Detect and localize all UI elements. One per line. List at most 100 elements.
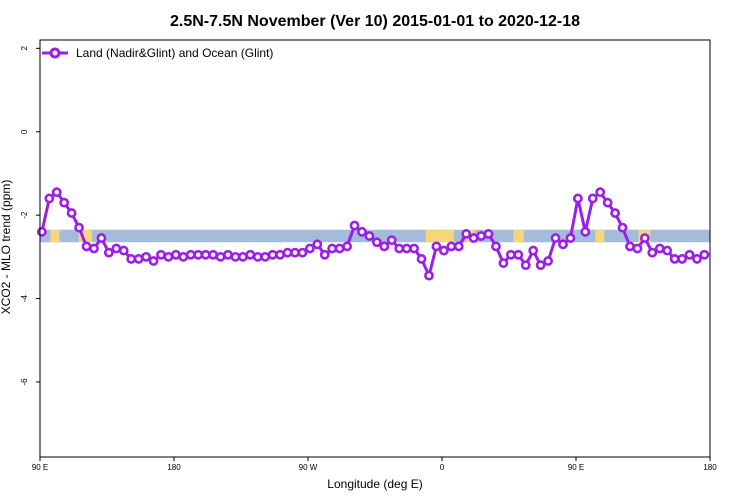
data-point [684,249,695,260]
y-axis-label: XCO2 - MLO trend (ppm) [0,180,13,315]
data-point [409,243,419,254]
data-point [215,251,226,262]
data-point [550,233,561,243]
plot-frame [39,39,711,458]
data-point [580,226,591,237]
y-tick-label: 2 [20,46,29,51]
data-point [66,208,77,218]
data-point [282,247,293,258]
data-point [572,193,583,204]
data-point [424,270,434,281]
data-point [364,231,375,241]
data-point [133,254,144,264]
data-point [625,241,635,252]
data-point [468,233,479,243]
land-segment [425,229,454,243]
data-point [141,251,151,262]
data-point [260,251,271,262]
data-point [51,187,62,198]
data-point [357,226,367,237]
data-point [267,249,278,260]
chart-title: 2.5N-7.5N November (Ver 10) 2015-01-01 t… [170,13,580,30]
data-point [156,249,166,260]
data-point [699,249,710,260]
data-point [602,197,613,208]
data-point [461,229,472,239]
data-point [587,193,598,204]
data-point [81,241,92,252]
data-point [394,243,405,254]
land-segment [595,229,605,243]
data-point [126,254,137,264]
data-point [89,243,99,254]
data-point [535,260,546,271]
data-point [386,235,397,246]
data-point [692,254,702,264]
data-point [632,243,643,254]
data-point [237,251,248,262]
data-point [200,249,211,260]
data-point [543,256,553,266]
data-point [617,222,628,233]
data-point [677,254,687,264]
data-point [520,260,531,271]
data-point [290,247,300,258]
data-point [371,237,382,248]
x-tick-label: 180 [167,463,181,472]
data-point [647,247,658,258]
data-point [334,243,345,254]
axis-ticks: 90 E 180 90 W 0 90 E 180 2 0 -2 -4 -6 [20,46,717,472]
data-point [528,245,539,256]
data-point [438,245,449,256]
data-point [446,241,457,252]
data-point [59,197,70,208]
data-point [185,249,196,260]
data-point [319,249,330,260]
data-point [498,258,509,268]
data-point [245,249,256,260]
series-layer [36,187,710,281]
data-point [513,249,524,260]
data-point [483,229,494,239]
x-tick-label: 90 E [32,463,48,472]
data-point [252,251,263,262]
x-tick-label: 0 [440,463,445,472]
data-point [36,226,47,237]
data-point [431,241,442,252]
x-axis-label: Longitude (deg E) [327,477,422,491]
data-point [230,251,241,262]
data-point [74,222,84,233]
y-tick-label: 0 [20,129,29,134]
data-point [304,243,315,254]
data-point [476,231,486,241]
data-point [379,241,390,252]
data-point [401,243,412,254]
data-point [595,187,606,198]
data-point [453,241,464,252]
legend-entry-label: Land (Nadir&Glint) and Ocean (Glint) [76,46,273,60]
data-point [297,247,308,258]
data-point [662,245,673,256]
data-point [44,193,55,204]
data-point [111,243,122,254]
data-point [148,256,159,266]
data-point [565,233,576,243]
data-point [96,233,107,243]
legend-marker-swatch [49,47,61,59]
data-point [558,239,568,250]
data-point [193,249,204,260]
data-point [275,249,285,260]
y-tick-label: -6 [20,378,29,386]
data-point [163,251,174,262]
data-point [118,245,129,256]
data-point [669,254,680,264]
data-point [639,233,650,243]
x-tick-label: 90 E [568,463,584,472]
data-point [312,239,323,250]
x-tick-label: 180 [703,463,717,472]
land-segment [513,229,524,243]
data-point [654,243,665,254]
x-tick-label: 90 W [299,463,318,472]
legend: Land (Nadir&Glint) and Ocean (Glint) [42,46,273,60]
